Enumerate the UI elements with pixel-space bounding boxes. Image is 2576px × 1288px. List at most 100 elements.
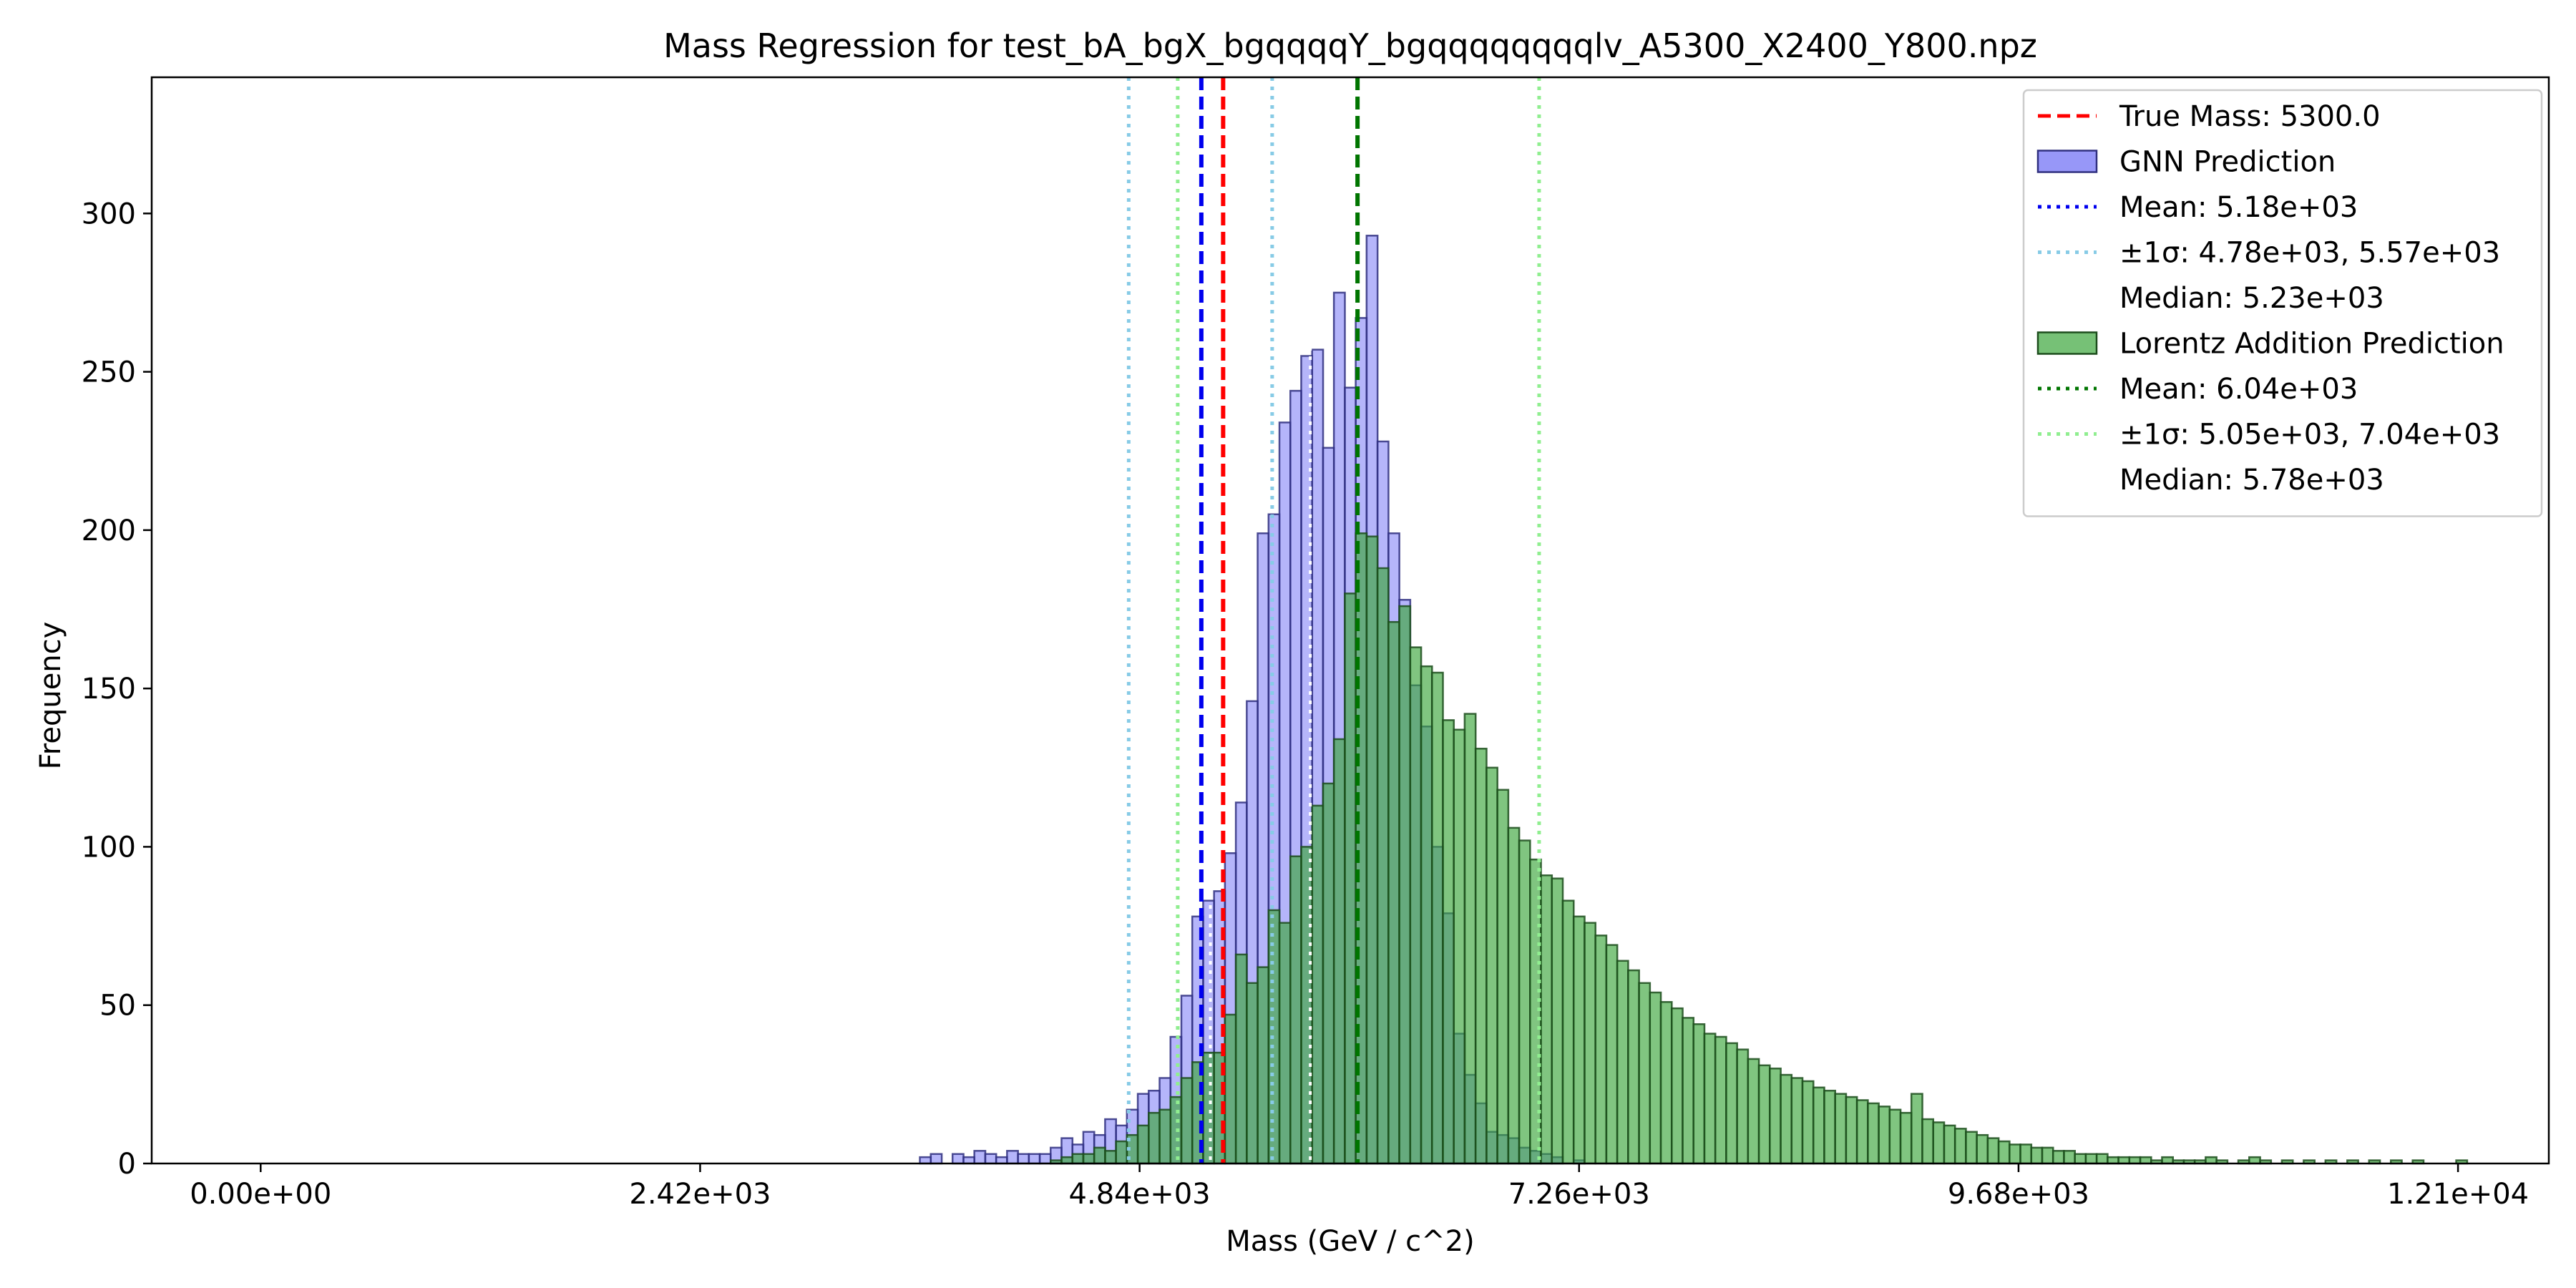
lorentz-bar-53 (1627, 969, 1640, 1165)
lorentz-bar-50 (1594, 935, 1608, 1165)
lorentz-bar-92 (2051, 1150, 2065, 1165)
gnn-bar-8 (1017, 1153, 1030, 1165)
lorentz-bar-2 (1071, 1153, 1085, 1165)
gnn-bar-3 (962, 1156, 976, 1165)
lorentz-bar-109 (2248, 1156, 2261, 1165)
lorentz-bar-29 (1365, 535, 1379, 1165)
lorentz-bar-46 (1551, 877, 1564, 1165)
lorentz-bar-75 (1867, 1102, 1880, 1165)
lorentz-bar-98 (2117, 1156, 2131, 1165)
lorentz-bar-3 (1082, 1153, 1096, 1165)
lorentz-bar-62 (1725, 1042, 1738, 1165)
lorentz-bar-87 (1997, 1140, 2011, 1165)
lorentz-bar-35 (1430, 671, 1444, 1165)
lorentz-bar-27 (1344, 592, 1357, 1165)
y-tick-label: 50 (99, 990, 136, 1023)
lorentz-bar-93 (2063, 1150, 2076, 1165)
lorentz-bar-6 (1115, 1140, 1128, 1165)
legend-label: Median: 5.23e+03 (2119, 282, 2384, 315)
lorentz-bar-44 (1529, 858, 1542, 1165)
lorentz-bar-43 (1518, 839, 1531, 1165)
y-tick-label: 250 (82, 356, 136, 389)
lorentz-bar-16 (1224, 1013, 1237, 1165)
legend-swatch (2036, 150, 2098, 173)
y-tick-label: 150 (82, 673, 136, 706)
lorentz-bar-83 (1953, 1128, 1967, 1165)
gnn-bar-10 (1038, 1153, 1052, 1165)
lorentz-bar-64 (1747, 1058, 1760, 1165)
lorentz-bar-100 (2139, 1156, 2152, 1165)
lorentz-bar-38 (1463, 713, 1477, 1165)
lorentz-bar-57 (1670, 1007, 1684, 1165)
lorentz-bar-4 (1093, 1146, 1106, 1165)
y-tick-label: 100 (82, 831, 136, 864)
lorentz-bar-41 (1496, 789, 1510, 1165)
legend-label: Lorentz Addition Prediction (2119, 328, 2504, 361)
x-tick-label: 0.00e+00 (190, 1178, 331, 1211)
lorentz-bar-79 (1910, 1093, 1923, 1165)
lorentz-bar-73 (1845, 1096, 1858, 1165)
lorentz-bar-33 (1409, 646, 1423, 1165)
y-tick-label: 200 (82, 514, 136, 547)
legend-label: Median: 5.78e+03 (2119, 464, 2384, 497)
lorentz-bar-52 (1616, 960, 1629, 1165)
lorentz-bar-80 (1921, 1118, 1935, 1165)
gnn-bar-7 (1006, 1150, 1019, 1165)
lorentz-bar-106 (2205, 1156, 2218, 1165)
reference-lines (1126, 77, 1541, 1163)
lorentz-bar-8 (1136, 1124, 1150, 1165)
lorentz-bar-58 (1682, 1017, 1695, 1165)
legend-box (2022, 89, 2543, 517)
gnn-bar-0 (919, 1156, 932, 1165)
legend-label: ±1σ: 5.05e+03, 7.04e+03 (2119, 419, 2500, 452)
lorentz-bar-69 (1801, 1080, 1815, 1165)
lorentz-bar-19 (1257, 966, 1270, 1165)
lorentz-bar-51 (1605, 944, 1619, 1165)
lorentz-bar-34 (1420, 665, 1433, 1165)
lorentz-bar-74 (1855, 1099, 1869, 1165)
x-tick-label: 2.42e+03 (629, 1178, 771, 1211)
lorentz-bar-36 (1442, 719, 1455, 1165)
lorentz-bar-22 (1289, 855, 1302, 1165)
lorentz-bar-10 (1158, 1108, 1172, 1165)
x-axis-ticks: 0.00e+00 2.42e+03 4.84e+03 7.26e+03 9.68e+03… (190, 1163, 2529, 1211)
lorentz-bar-39 (1474, 747, 1488, 1165)
lorentz-bar-97 (2107, 1156, 2119, 1165)
lorentz-bar-14 (1202, 1051, 1216, 1165)
lorentz-bar-99 (2128, 1156, 2142, 1165)
lorentz-bar-77 (1888, 1108, 1902, 1165)
lorentz-bar-76 (1878, 1106, 1891, 1165)
lorentz-bar-20 (1267, 909, 1281, 1165)
gnn-bar-9 (1028, 1153, 1041, 1165)
axes-border (150, 76, 2550, 1165)
lorentz-bar-55 (1649, 991, 1662, 1165)
lorentz-prediction-bars (1050, 532, 2469, 1165)
lorentz-bar-94 (2074, 1153, 2087, 1165)
legend-label: ±1σ: 4.78e+03, 5.57e+03 (2119, 237, 2500, 270)
lorentz-bar-88 (2009, 1143, 2021, 1165)
legend-label: True Mass: 5300.0 (2119, 100, 2381, 133)
axes-frame (150, 76, 2550, 1165)
chart-title: Mass Regression for test_bA_bgX_bgqqqqY_… (663, 26, 2037, 65)
legend-label: Mean: 5.18e+03 (2119, 191, 2358, 224)
plot-area (919, 77, 2469, 1165)
lorentz-bar-89 (2019, 1143, 2033, 1165)
x-tick-label: 4.84e+03 (1069, 1178, 1211, 1211)
lorentz-bar-42 (1507, 826, 1521, 1165)
lorentz-bar-60 (1703, 1033, 1717, 1165)
lorentz-bar-61 (1714, 1035, 1727, 1165)
gnn-bar-5 (984, 1153, 997, 1165)
lorentz-bar-1 (1060, 1156, 1074, 1165)
lorentz-bar-71 (1823, 1089, 1836, 1165)
lorentz-bar-59 (1692, 1023, 1706, 1165)
y-tick-label: 300 (82, 197, 136, 230)
lorentz-bar-40 (1485, 766, 1498, 1165)
lorentz-bar-65 (1757, 1064, 1771, 1165)
lorentz-bar-54 (1638, 982, 1652, 1165)
y-axis-ticks: 0 50 100 150 200 250 300 (82, 197, 152, 1181)
lorentz-bar-66 (1769, 1067, 1782, 1165)
lorentz-bar-18 (1246, 982, 1259, 1165)
lorentz-bar-95 (2084, 1153, 2098, 1165)
lorentz-bar-81 (1932, 1121, 1946, 1165)
lorentz-bar-67 (1780, 1073, 1793, 1165)
